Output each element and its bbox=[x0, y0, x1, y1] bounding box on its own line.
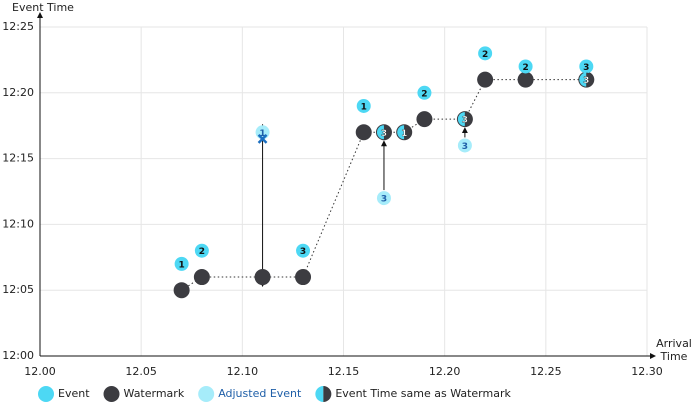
same-time-half bbox=[383, 125, 391, 140]
x-tick-label: 12.20 bbox=[429, 365, 461, 378]
event bbox=[478, 46, 493, 61]
event-label: 2 bbox=[421, 89, 427, 99]
y-tick-label: 12:10 bbox=[2, 217, 34, 230]
watermark-line bbox=[181, 79, 587, 291]
legend-swatch bbox=[323, 386, 332, 402]
event-label: 1 bbox=[361, 102, 367, 112]
dropped-marker bbox=[257, 133, 268, 144]
x-tick-label: 12.00 bbox=[24, 365, 56, 378]
same-time-half bbox=[464, 112, 472, 127]
x-tick-label: 12.25 bbox=[530, 365, 562, 378]
same-time-point bbox=[457, 112, 465, 127]
y-tick-label: 12:00 bbox=[2, 349, 34, 362]
event-label: 1 bbox=[179, 260, 185, 270]
x-tick-label: 12.05 bbox=[125, 365, 157, 378]
watermark-point bbox=[173, 282, 190, 299]
y-tick-label: 12:25 bbox=[2, 20, 34, 33]
adjusted-event-label: 1 bbox=[259, 129, 265, 139]
legend-label: Adjusted Event bbox=[218, 387, 302, 400]
y-tick-label: 12:15 bbox=[2, 152, 34, 165]
event-label: 2 bbox=[522, 63, 528, 73]
cross bbox=[257, 133, 268, 144]
legend-label: Event bbox=[58, 387, 90, 400]
legend-swatch bbox=[315, 386, 324, 402]
event bbox=[417, 85, 432, 100]
legend-label: Watermark bbox=[124, 387, 185, 400]
legend-swatch bbox=[198, 386, 215, 402]
event bbox=[518, 59, 533, 74]
event-label: 2 bbox=[482, 50, 488, 60]
x-tick-label: 12.30 bbox=[631, 365, 663, 378]
event bbox=[174, 256, 189, 271]
y-axis-label: Event Time bbox=[12, 1, 74, 14]
x-tick-label: 12.15 bbox=[328, 365, 360, 378]
same-time-point bbox=[397, 125, 405, 140]
watermark-point bbox=[416, 111, 433, 128]
watermark-point bbox=[517, 71, 534, 88]
same-time-half bbox=[404, 125, 412, 140]
same-time-half bbox=[586, 72, 594, 87]
y-tick-label: 12:05 bbox=[2, 283, 34, 296]
same-time-label: 1 bbox=[401, 129, 407, 139]
adjusted-event bbox=[376, 191, 391, 206]
watermark-point bbox=[254, 269, 271, 286]
same-time-label: 3 bbox=[462, 116, 468, 126]
legend-swatch bbox=[38, 386, 54, 402]
adjusted-event-label: 3 bbox=[462, 142, 468, 152]
event-label: 3 bbox=[300, 247, 306, 257]
watermark-point bbox=[193, 269, 210, 286]
event-label: 2 bbox=[199, 247, 205, 257]
same-time-point bbox=[579, 72, 587, 87]
adjusted-event-label: 3 bbox=[381, 195, 387, 205]
event bbox=[296, 243, 311, 258]
watermark-point bbox=[477, 71, 494, 88]
event-label: 3 bbox=[583, 63, 589, 73]
same-time-label: 3 bbox=[381, 129, 387, 139]
event bbox=[356, 98, 371, 113]
x-tick-label: 12.10 bbox=[227, 365, 259, 378]
watermark-point bbox=[355, 124, 372, 141]
event bbox=[194, 243, 209, 258]
legend-label: Event Time same as Watermark bbox=[335, 387, 511, 400]
watermark-point bbox=[295, 269, 312, 286]
x-axis-label: Arrival Time bbox=[656, 337, 692, 363]
legend-swatch bbox=[103, 386, 120, 402]
y-tick-label: 12:20 bbox=[2, 86, 34, 99]
same-time-label: 3 bbox=[583, 76, 589, 86]
same-time-point bbox=[376, 125, 384, 140]
adjusted-event bbox=[457, 138, 472, 153]
event bbox=[579, 59, 594, 74]
